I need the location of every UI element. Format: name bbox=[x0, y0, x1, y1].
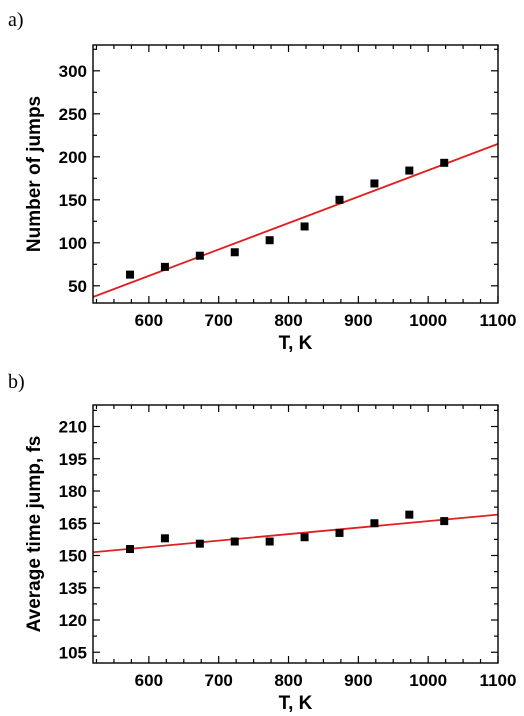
data-point bbox=[126, 545, 135, 554]
y-tick-label: 195 bbox=[59, 450, 87, 469]
y-tick-label: 200 bbox=[59, 148, 87, 167]
x-tick-label: 1100 bbox=[480, 311, 517, 330]
y-tick-label: 180 bbox=[59, 482, 87, 501]
fit-line bbox=[93, 513, 498, 554]
y-tick-label: 165 bbox=[59, 514, 87, 533]
plot-frame bbox=[92, 44, 499, 304]
y-tick-label: 120 bbox=[59, 611, 87, 630]
data-point bbox=[335, 195, 344, 204]
data-point bbox=[160, 262, 169, 271]
x-tick-label: 800 bbox=[274, 311, 302, 330]
y-tick-label: 105 bbox=[59, 643, 87, 662]
data-point bbox=[230, 537, 239, 546]
data-point bbox=[335, 528, 344, 537]
x-tick-label: 900 bbox=[344, 671, 372, 690]
y-tick-label: 135 bbox=[59, 579, 87, 598]
x-tick-label: 600 bbox=[135, 311, 163, 330]
data-point bbox=[160, 534, 169, 543]
data-point bbox=[300, 533, 309, 542]
x-tick-label: 700 bbox=[205, 671, 233, 690]
plot-frame bbox=[92, 404, 499, 664]
x-tick-label: 900 bbox=[344, 311, 372, 330]
data-point bbox=[440, 517, 449, 526]
fit-line bbox=[93, 143, 498, 298]
data-point bbox=[195, 251, 204, 260]
data-point bbox=[195, 539, 204, 548]
chart-panel-b: b) 600 700 800 900 1000 1100 105 120 135 150 165 180… bbox=[8, 371, 516, 714]
x-tick-label: 1100 bbox=[480, 671, 517, 690]
x-axis-title: T, K bbox=[279, 333, 313, 354]
x-axis-title: T, K bbox=[279, 693, 313, 714]
y-tick-label: 100 bbox=[59, 234, 87, 253]
chart-panel-a: a) 600 700 800 900 1000 1100 50 100 150 200 250 300 T… bbox=[8, 9, 516, 354]
data-point bbox=[440, 158, 449, 167]
data-point bbox=[370, 519, 379, 528]
y-tick-label: 50 bbox=[68, 277, 87, 296]
y-tick-label: 150 bbox=[59, 547, 87, 566]
data-point bbox=[230, 248, 239, 257]
data-point bbox=[370, 179, 379, 188]
panel-label: a) bbox=[8, 9, 24, 31]
x-tick-label: 800 bbox=[274, 671, 302, 690]
data-point bbox=[300, 222, 309, 231]
x-tick-label: 1000 bbox=[409, 311, 447, 330]
data-point bbox=[126, 270, 135, 279]
x-tick-label: 600 bbox=[135, 671, 163, 690]
y-tick-label: 250 bbox=[59, 105, 87, 124]
data-point bbox=[405, 510, 414, 519]
y-axis-title: Average time jump, fs bbox=[24, 436, 45, 633]
y-axis-title: Number of jumps bbox=[24, 96, 45, 252]
panel-label: b) bbox=[8, 371, 25, 393]
y-tick-label: 300 bbox=[59, 62, 87, 81]
x-tick-label: 700 bbox=[205, 311, 233, 330]
data-point bbox=[405, 166, 414, 175]
data-point bbox=[265, 236, 274, 245]
y-tick-label: 150 bbox=[59, 191, 87, 210]
y-tick-label: 210 bbox=[59, 418, 87, 437]
data-point bbox=[265, 537, 274, 546]
x-tick-label: 1000 bbox=[409, 671, 447, 690]
